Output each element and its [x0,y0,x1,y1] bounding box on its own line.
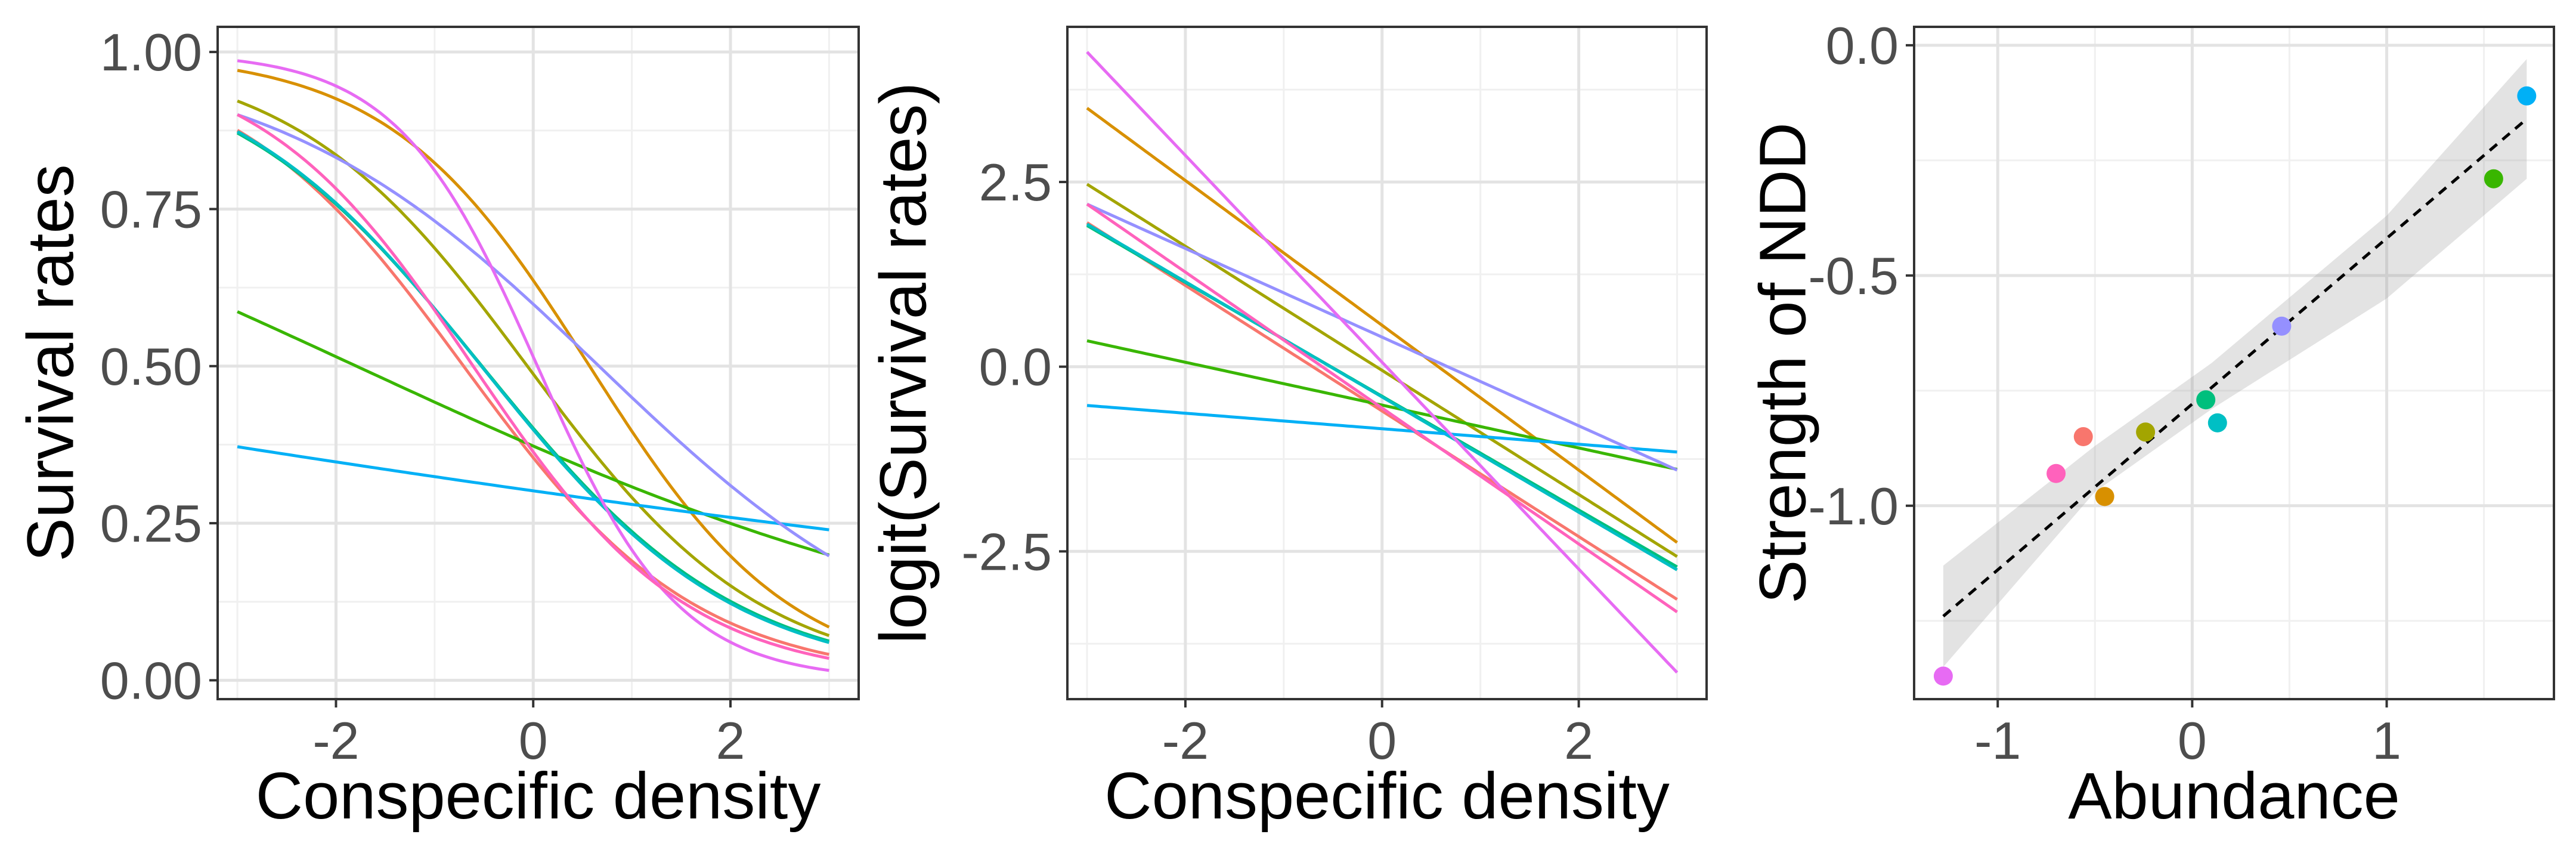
ndd-strength-panel: -1 0 1 0.0 -0.5 -1.0 Abundance Strength of NDD [1747,16,2555,833]
series-line-species-4 [1086,339,1678,471]
plot-background [1067,27,1707,699]
series-line-species-6 [236,130,830,644]
survival-rates-panel: -2 0 2 0.00 0.25 0.50 0.75 1.00 Conspecific dens… [14,23,860,833]
y-tick-label: 0.25 [100,494,202,553]
series-line-species-3 [237,99,830,637]
point-species-10 [2046,464,2066,483]
confidence-band [1943,59,2527,667]
series-line-species-3 [1086,183,1678,558]
series-line-species-1 [236,129,829,656]
y-tick-label: -0.5 [1808,246,1899,305]
regression-line [1942,118,2528,617]
series-line-species-2 [1086,107,1678,544]
point-species-1 [2073,427,2093,447]
x-axis-title: Conspecific density [256,759,821,833]
point-species-6 [2207,413,2227,432]
x-axis-title: Conspecific density [1104,759,1670,833]
x-tick-label: -2 [312,711,359,770]
panel-border [1913,26,2555,700]
point-species-2 [2095,487,2114,506]
logit-survival-panel: -2 0 2 -2.5 0.0 2.5 Conspecific density logit(S… [867,26,1708,833]
panel-border [216,26,860,700]
y-tick-label: 0.0 [979,338,1052,397]
series-line-species-10 [1086,203,1678,613]
x-tick-label: -2 [1162,711,1209,770]
y-tick-label: 0.00 [100,651,202,710]
series-line-species-4 [237,310,830,557]
series-line-species-7 [237,445,829,532]
point-species-5 [2196,390,2216,410]
y-axis-title: Survival rates [14,164,88,561]
series-line-species-7 [1086,404,1677,454]
point-species-4 [2484,169,2503,189]
point-species-7 [2517,86,2537,106]
plot-background [218,27,859,699]
panel-border [1066,26,1708,700]
series-line-species-8 [237,113,830,558]
x-tick-label: 2 [1564,711,1593,770]
x-tick-label: -1 [1974,711,2021,770]
x-axis-title: Abundance [2068,759,2400,833]
y-tick-label: 0.75 [100,180,202,239]
series-line-species-10 [236,113,829,660]
x-tick-label: 0 [1367,711,1397,770]
x-tick-label: 2 [716,711,745,770]
x-tick-label: 0 [2178,711,2207,770]
plot-background [1914,27,2554,699]
y-tick-label: -1.0 [1808,477,1899,536]
y-tick-label: 2.5 [979,153,1052,212]
series-line-species-8 [1086,202,1678,472]
point-species-8 [2272,316,2292,336]
series-line-species-1 [1086,221,1678,601]
y-tick-label: 1.00 [100,23,202,82]
y-tick-label: -2.5 [961,522,1052,581]
series-line-species-9 [1086,51,1679,674]
y-tick-label: 0.50 [100,337,202,396]
y-axis-title: logit(Survival rates) [867,82,940,644]
y-tick-label: 0.0 [1826,16,1899,75]
point-species-9 [1933,666,1953,686]
series-line-species-6 [1086,223,1678,571]
x-tick-label: 1 [2372,711,2401,770]
point-species-3 [2136,422,2156,442]
x-tick-label: 0 [519,711,548,770]
y-axis-title: Strength of NDD [1747,122,1820,604]
series-line-species-2 [237,69,830,629]
series-line-species-9 [237,59,829,672]
